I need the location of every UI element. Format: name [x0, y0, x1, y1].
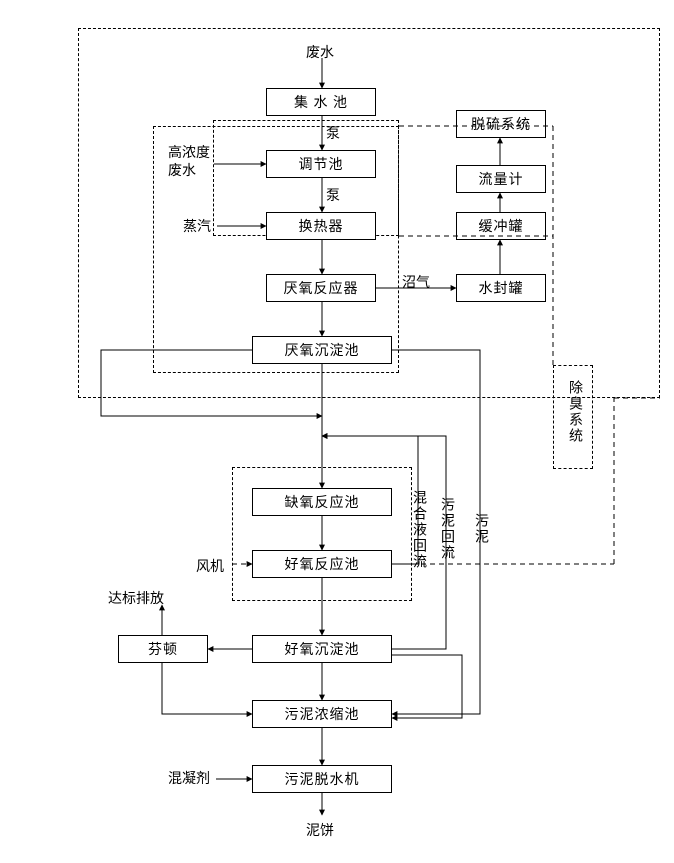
box-heat: 换热器	[266, 212, 376, 240]
lbl-steam: 蒸汽	[183, 216, 211, 236]
box-anaerobic: 厌氧反应器	[266, 274, 376, 302]
lbl-high-conc2: 废水	[168, 160, 196, 180]
box-aer-settling: 好氧沉淀池	[252, 635, 392, 663]
box-sludge-thick: 污泥浓缩池	[252, 700, 392, 728]
box-desulfur: 脱硫系统	[456, 110, 546, 138]
box-collect: 集 水 池	[266, 88, 376, 116]
box-water-seal: 水封罐	[456, 274, 546, 302]
lbl-blower: 风机	[196, 556, 224, 576]
lbl-discharge: 达标排放	[108, 588, 164, 608]
lbl-mix-return: 混合液回流	[408, 490, 428, 570]
lbl-coagulant: 混凝剂	[168, 768, 210, 788]
box-fenton: 芬顿	[118, 635, 208, 663]
lbl-cake: 泥饼	[306, 820, 334, 840]
box-sludge-dewater: 污泥脱水机	[252, 765, 392, 793]
lbl-sludge-v: 污泥	[470, 513, 490, 545]
lbl-biogas: 沼气	[402, 272, 430, 292]
lbl-high-conc: 高浓度	[168, 142, 210, 162]
box-regulate: 调节池	[266, 150, 376, 178]
lbl-sludge-return: 污泥回流	[436, 497, 456, 561]
box-buffer-tank: 缓冲罐	[456, 212, 546, 240]
box-ana-settling: 厌氧沉淀池	[252, 336, 392, 364]
lbl-pump1: 泵	[326, 123, 340, 143]
lbl-deodor: 除臭系统	[564, 380, 584, 444]
box-aerobic: 好氧反应池	[252, 550, 392, 578]
lbl-wastewater: 废水	[306, 42, 334, 62]
lbl-pump2: 泵	[326, 185, 340, 205]
box-anoxic: 缺氧反应池	[252, 488, 392, 516]
box-flow-meter: 流量计	[456, 165, 546, 193]
